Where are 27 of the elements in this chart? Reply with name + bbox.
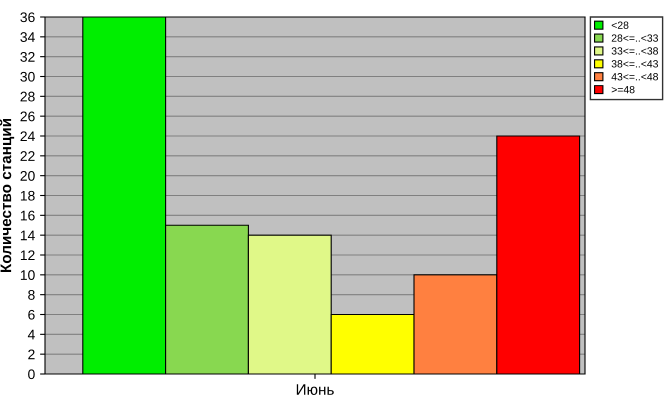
y-tick-label: 20 [20,171,35,181]
y-tick-label: 18 [20,190,35,201]
y-tick-label: 24 [20,131,35,142]
legend-label: 38<=..<43 [612,60,658,68]
legend-label: <28 [612,21,628,29]
y-tick-label: 34 [20,32,35,42]
y-tick-label: 0 [28,369,35,380]
y-tick-label: 12 [20,250,35,260]
y-tick-label: 32 [20,52,35,62]
legend-label: 33<=..<38 [612,47,658,55]
y-tick-label: 2 [28,350,35,360]
y-axis-title: Количество станций [0,118,14,272]
y-tick-label: 14 [20,230,35,240]
legend-label: 43<=..<48 [611,73,658,80]
legend-label: >=48 [612,86,635,94]
y-tick-label: 4 [28,330,35,340]
x-tick-label: Июнь [296,384,334,395]
y-tick-label: 26 [20,112,35,122]
y-tick-label: 28 [20,92,35,102]
y-tick-label: 36 [20,12,35,22]
y-tick-label: 16 [20,210,35,221]
y-tick-label: 10 [20,270,35,280]
y-tick-label: 8 [28,290,35,300]
y-tick-label: 30 [20,72,35,82]
y-tick-label: 6 [28,310,35,320]
legend-label: 28<=..<33 [612,34,658,42]
y-tick-label: 22 [20,151,35,161]
